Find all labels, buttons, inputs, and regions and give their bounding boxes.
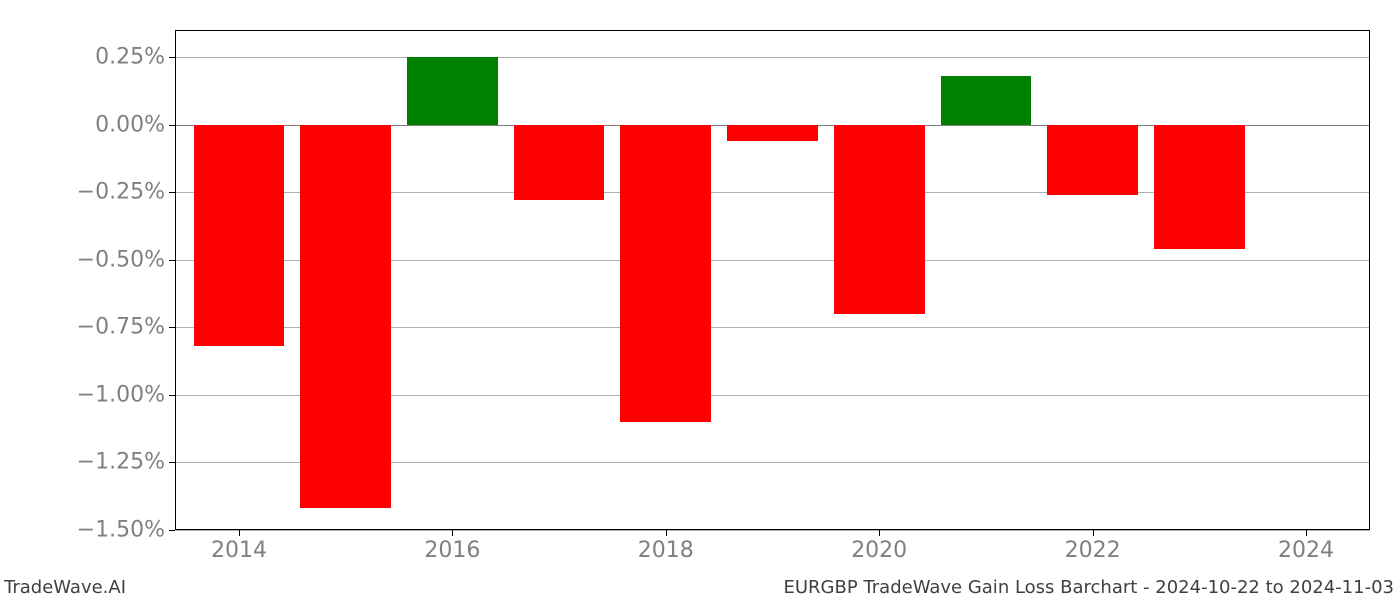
y-tick-label: −0.50%: [77, 247, 175, 272]
bar-2019: [727, 125, 818, 141]
bar-2021: [941, 76, 1032, 125]
footer-brand: TradeWave.AI: [4, 577, 126, 598]
y-tick-label: −0.25%: [77, 180, 175, 205]
x-tick-label: 2022: [1065, 530, 1121, 563]
bar-2018: [620, 125, 711, 422]
bar-2023: [1154, 125, 1245, 249]
barchart-figure: 0.25% 0.00% −0.25% −0.50% −0.75% −1.00% −1.25%…: [0, 0, 1400, 600]
plot-area: 0.25%0.00%−0.25%−0.50%−0.75%−1.00%−1.25%…: [175, 30, 1370, 530]
x-tick-label: 2016: [424, 530, 480, 563]
x-tick-label: 2014: [211, 530, 267, 563]
y-tick-label: −1.25%: [77, 450, 175, 475]
x-tick-label: 2020: [851, 530, 907, 563]
x-tick-label: 2018: [638, 530, 694, 563]
footer-caption: EURGBP TradeWave Gain Loss Barchart - 20…: [784, 577, 1395, 598]
y-tick-label: −1.50%: [77, 518, 175, 543]
bar-2017: [514, 125, 605, 201]
bar-2016: [407, 57, 498, 125]
bar-2015: [300, 125, 391, 509]
bar-2022: [1047, 125, 1138, 195]
y-tick-label: 0.25%: [95, 45, 175, 70]
y-tick-label: −0.75%: [77, 315, 175, 340]
x-tick-label: 2024: [1278, 530, 1334, 563]
bar-2020: [834, 125, 925, 314]
y-tick-label: 0.00%: [95, 112, 175, 137]
bar-2014: [194, 125, 285, 347]
gridline: [175, 530, 1370, 531]
y-tick-label: −1.00%: [77, 382, 175, 407]
gridline: [175, 57, 1370, 58]
